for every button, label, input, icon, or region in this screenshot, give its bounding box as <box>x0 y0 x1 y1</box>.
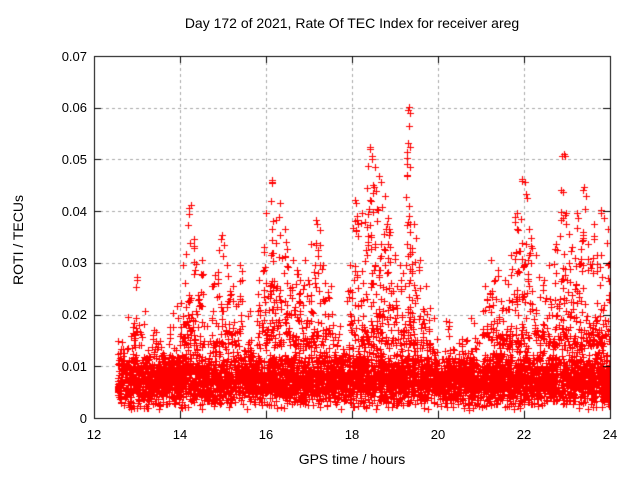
y-tick-label: 0.05 <box>61 151 87 167</box>
x-tick-label: 14 <box>172 427 188 442</box>
y-tick-label: 0.07 <box>61 48 87 64</box>
x-tick-label: 24 <box>602 427 618 442</box>
x-tick-label: 12 <box>86 427 102 442</box>
x-tick-label: 18 <box>344 427 360 442</box>
y-tick-label: 0.02 <box>61 307 87 323</box>
y-tick-label: 0.03 <box>61 255 87 271</box>
x-tick-label: 22 <box>516 427 532 442</box>
y-tick-label: 0.06 <box>61 100 87 116</box>
y-tick-label: 0 <box>79 410 87 426</box>
chart-title: Day 172 of 2021, Rate Of TEC Index for r… <box>184 15 520 31</box>
x-tick-label: 20 <box>430 427 446 442</box>
y-tick-label: 0.01 <box>61 358 87 374</box>
x-axis-label: GPS time / hours <box>298 451 406 467</box>
y-tick-label: 0.04 <box>61 203 87 219</box>
x-tick-label: 16 <box>258 427 274 442</box>
